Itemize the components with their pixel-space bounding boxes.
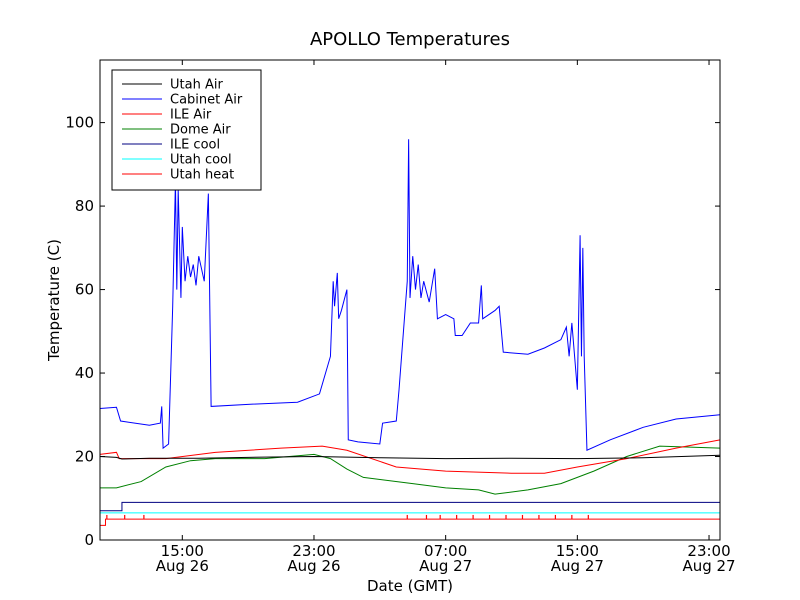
y-axis: 0 20 40 60 80 100 xyxy=(65,114,720,549)
chart-title: APOLLO Temperatures xyxy=(310,29,510,50)
series-line-ile-cool xyxy=(100,501,720,512)
x-tick-label-date: Aug 27 xyxy=(419,557,472,575)
legend-box xyxy=(111,69,262,191)
x-tick-label-date: Aug 26 xyxy=(156,557,209,575)
x-tick-label-date: Aug 27 xyxy=(682,557,735,575)
x-tick-label-time: 15:00 xyxy=(556,542,599,560)
y-tick-label: 100 xyxy=(65,114,94,132)
series-line-utah-heat xyxy=(100,518,720,526)
x-tick-label-time: 23:00 xyxy=(687,542,730,560)
legend-label-utah-cool: Utah cool xyxy=(170,153,232,168)
plot-frame xyxy=(99,59,721,541)
y-tick-label: 0 xyxy=(84,531,94,549)
y-tick-label: 80 xyxy=(75,197,94,215)
series-line-utah-air xyxy=(99,454,721,460)
x-tick-label-date: Aug 27 xyxy=(551,557,604,575)
y-tick-label: 40 xyxy=(75,364,94,382)
series-line-cabinet-air xyxy=(99,139,721,452)
x-axis-title: Date (GMT) xyxy=(367,577,453,595)
legend-label-dome-air: Dome Air xyxy=(170,123,231,138)
x-tick-label-time: 07:00 xyxy=(424,542,467,560)
legend-label-cabinet-air: Cabinet Air xyxy=(170,93,243,108)
x-tick-label-date: Aug 26 xyxy=(287,557,340,575)
legend-label-ile-cool: ILE cool xyxy=(170,138,220,153)
legend-label-utah-heat: Utah heat xyxy=(170,168,234,183)
legend-label-ile-air: ILE Air xyxy=(170,108,212,123)
y-tick-label: 20 xyxy=(75,448,94,466)
y-tick-label: 60 xyxy=(75,281,94,299)
x-tick-label-time: 23:00 xyxy=(292,542,335,560)
x-tick-label-time: 15:00 xyxy=(161,542,204,560)
legend-label-utah-air: Utah Air xyxy=(170,78,223,93)
series-line-dome-air xyxy=(100,445,721,495)
y-axis-title: Temperature (C) xyxy=(45,239,63,362)
series-layer xyxy=(99,139,721,526)
